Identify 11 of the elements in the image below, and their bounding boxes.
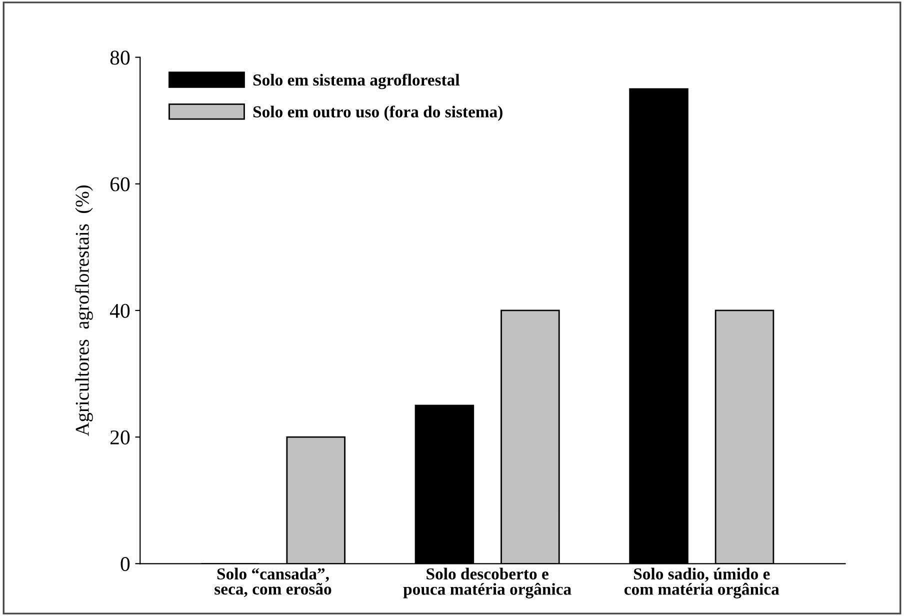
legend-label: Solo em outro uso (fora do sistema) [253,106,502,121]
y-tick-label: 20 [110,430,130,444]
legend-label: Solo em sistema agroflorestal [253,74,460,90]
y-tick-label: 60 [110,177,130,192]
y-tick-label: 80 [110,50,130,65]
x-tick-label: Solo sadio, úmido e com matéria orgânica [624,568,780,598]
y-tick-label: 0 [120,557,130,572]
y-tick-label: 40 [110,304,130,318]
x-tick-label: Solo descoberto e pouca matéria orgânica [403,568,572,598]
y-axis-title: Agricultores agroflorestais (%) [75,186,93,436]
x-tick-label: Solo “cansada”, seca, com erosão [214,568,332,598]
